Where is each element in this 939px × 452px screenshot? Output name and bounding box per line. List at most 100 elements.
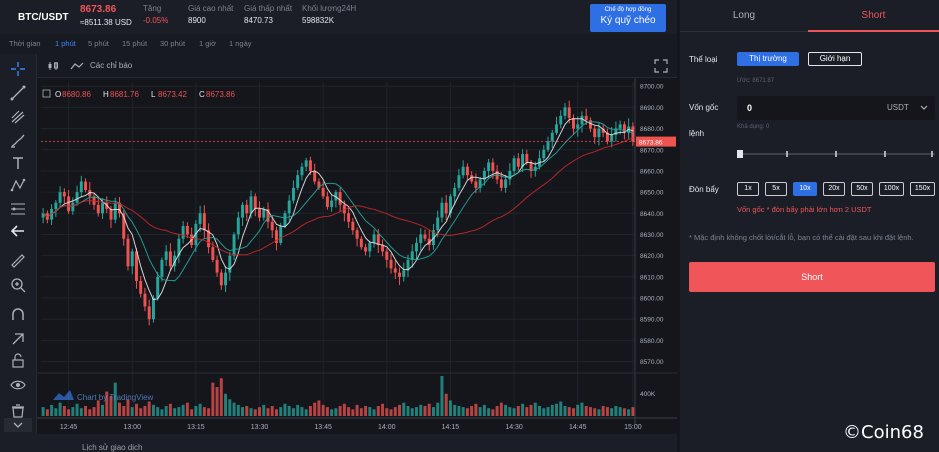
tab-15m[interactable]: 15 phút xyxy=(122,39,148,48)
candle-body xyxy=(62,192,66,197)
volume-bar xyxy=(84,406,88,416)
volume-bar xyxy=(253,409,257,416)
lock-drawing-icon[interactable] xyxy=(9,330,27,348)
tab-1h[interactable]: 1 giờ xyxy=(199,39,217,48)
volume-label: Khối lượng24H xyxy=(302,4,357,13)
ohlc-l-label: L xyxy=(151,90,156,99)
y-tick-label: 8570.00 xyxy=(640,359,664,366)
price-chart[interactable]: 8673.86 8700.00 8690.00 8680.00 8670.00 8660.… xyxy=(37,78,677,434)
volume-bar xyxy=(597,409,601,416)
market-order-button[interactable]: Thị trường xyxy=(737,52,799,66)
trash-icon[interactable] xyxy=(9,402,27,420)
candle-body xyxy=(410,251,414,260)
legend-expand-icon xyxy=(42,89,51,98)
ruler-icon[interactable] xyxy=(9,252,27,270)
volume-tick-label: 400K xyxy=(640,391,656,398)
volume-slider[interactable] xyxy=(737,150,935,158)
candle-body xyxy=(79,181,83,193)
limit-order-button[interactable]: Giới hạn xyxy=(808,52,862,66)
moving-average-line xyxy=(42,121,634,282)
pitchfork-icon[interactable] xyxy=(9,108,27,126)
candle-type-icon[interactable] xyxy=(47,60,59,72)
eye-icon[interactable] xyxy=(9,376,27,394)
volume-input[interactable]: 0 USDT xyxy=(737,96,935,120)
candle-body xyxy=(253,196,257,210)
tab-1d[interactable]: 1 ngày xyxy=(229,39,252,48)
volume-bar xyxy=(385,408,389,416)
y-tick-label: 8670.00 xyxy=(640,147,664,154)
ticker-bar: BTC/USDT 8673.86 ≈8511.38 USD Tăng -0.05… xyxy=(0,0,677,34)
leverage-10x[interactable]: 10x xyxy=(793,182,817,196)
zoom-icon[interactable] xyxy=(9,276,27,294)
text-tool-icon[interactable] xyxy=(9,154,27,172)
bottom-bar: Lịch sử giao dịch xyxy=(0,434,677,452)
magnet-icon[interactable] xyxy=(9,306,27,324)
current-price-tag-bg xyxy=(636,136,676,147)
volume-bar xyxy=(113,382,117,416)
volume-bar xyxy=(262,404,266,416)
volume-bar xyxy=(542,408,546,416)
volume-bar xyxy=(134,403,138,416)
candle-body xyxy=(529,162,533,171)
volume-bar xyxy=(461,407,465,416)
volume-bar xyxy=(308,406,312,416)
leverage-100x[interactable]: 100x xyxy=(879,182,904,196)
tab-30m[interactable]: 30 phút xyxy=(160,39,186,48)
volume-bar xyxy=(75,403,79,416)
tab-long[interactable]: Long xyxy=(680,0,808,32)
volume-bar xyxy=(236,404,240,416)
chevron-down-icon[interactable] xyxy=(4,418,32,432)
margin-mode-button[interactable]: Chế độ hợp đồng Ký quỹ chéo xyxy=(590,4,666,32)
volume-bar xyxy=(325,407,329,416)
indicator-icon[interactable] xyxy=(70,61,84,71)
indicators-button[interactable]: Các chỉ báo xyxy=(90,61,133,70)
volume-bar xyxy=(406,406,410,416)
back-arrow-icon[interactable] xyxy=(9,222,27,240)
crosshair-icon[interactable] xyxy=(9,60,27,78)
fib-icon[interactable] xyxy=(9,200,27,218)
candle-body xyxy=(622,124,626,133)
leverage-1x[interactable]: 1x xyxy=(737,182,759,196)
candle-body xyxy=(542,149,546,159)
candle-body xyxy=(402,270,406,277)
brush-icon[interactable] xyxy=(9,132,27,150)
volume-bar xyxy=(151,404,155,416)
chart-canvas[interactable]: 8673.86 8700.00 8690.00 8680.00 8670.00 8660.… xyxy=(37,78,677,434)
lock-icon[interactable] xyxy=(9,352,27,370)
candle-body xyxy=(113,202,117,220)
change-label: Tăng xyxy=(143,4,162,13)
pattern-icon[interactable] xyxy=(9,176,27,194)
candle-body xyxy=(88,190,92,197)
leverage-20x[interactable]: 20x xyxy=(823,182,845,196)
volume-bar xyxy=(627,409,631,416)
volume-bar xyxy=(364,406,368,416)
volume-bar xyxy=(228,399,232,416)
fullscreen-icon[interactable] xyxy=(654,59,668,73)
change-stat: Tăng -0.05% xyxy=(143,4,168,25)
volume-bar xyxy=(232,402,236,416)
pair-selector[interactable]: BTC/USDT xyxy=(18,12,69,23)
ohlc-o-label: O xyxy=(55,90,61,99)
trade-history-tab[interactable]: Lịch sử giao dịch xyxy=(82,443,143,452)
volume-bar xyxy=(368,407,372,416)
tab-5m[interactable]: 5 phút xyxy=(88,39,109,48)
leverage-5x[interactable]: 5x xyxy=(765,182,787,196)
price-estimate: Ước: 8671.87 xyxy=(737,78,775,84)
volume-bar xyxy=(198,403,202,416)
tradingview-logo-icon xyxy=(53,390,74,400)
candle-body xyxy=(491,162,495,171)
candle-body xyxy=(143,293,147,307)
volume-bar xyxy=(101,404,105,416)
leverage-50x[interactable]: 50x xyxy=(851,182,873,196)
tab-short[interactable]: Short xyxy=(808,0,939,32)
short-button[interactable]: Short xyxy=(689,262,935,292)
trend-line-icon[interactable] xyxy=(9,84,27,102)
tab-1m[interactable]: 1 phút xyxy=(55,39,76,48)
y-tick-label: 8610.00 xyxy=(640,274,664,281)
leverage-150x[interactable]: 150x xyxy=(910,182,935,196)
candle-body xyxy=(181,226,185,239)
y-tick-label: 8650.00 xyxy=(640,190,664,197)
x-tick-label: 13:00 xyxy=(123,424,141,431)
candle-body xyxy=(347,213,351,222)
unit-dropdown-icon[interactable] xyxy=(920,105,928,111)
